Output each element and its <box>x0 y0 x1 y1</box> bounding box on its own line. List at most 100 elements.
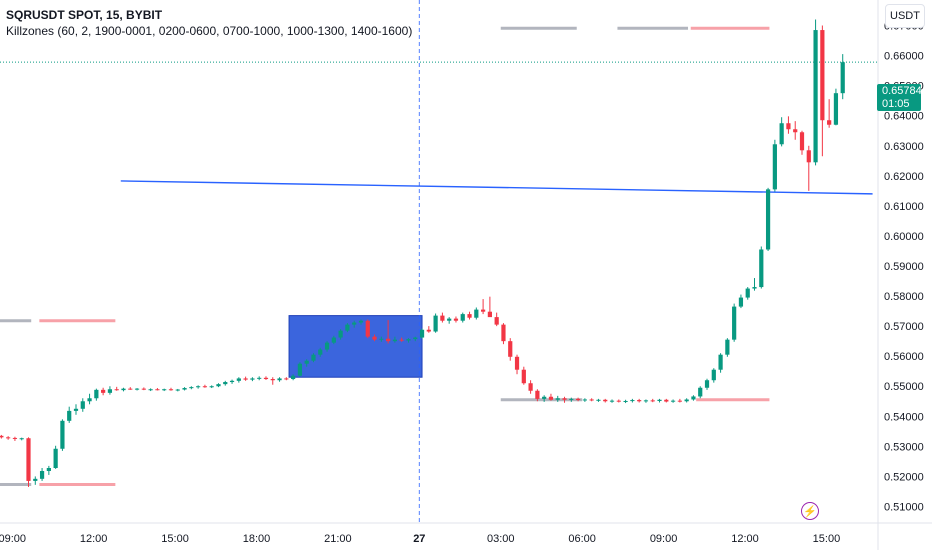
candle <box>698 386 703 399</box>
candle <box>134 388 140 391</box>
candle <box>745 287 750 300</box>
candle <box>53 445 58 469</box>
candle <box>664 398 669 403</box>
time-tick-label: 09:00 <box>0 533 26 545</box>
candle <box>623 399 628 404</box>
lightning-icon[interactable]: ⚡ <box>801 502 819 520</box>
candle-body <box>168 389 174 391</box>
candle <box>406 338 411 343</box>
trendline-segment <box>120 180 873 195</box>
candle <box>257 376 262 381</box>
candle-body <box>650 400 655 402</box>
candle-body <box>494 317 499 325</box>
currency-button[interactable]: USDT <box>885 4 925 28</box>
candle-body <box>114 389 119 391</box>
candle <box>419 328 425 339</box>
candle-body <box>189 387 194 389</box>
candle-body <box>521 369 526 384</box>
candle-body <box>799 132 805 151</box>
candle <box>60 419 65 451</box>
chart-legend: SQRUSDT SPOT, 15, BYBIT Killzones (60, 2… <box>6 7 412 39</box>
candle <box>386 320 391 344</box>
candle <box>0 434 4 439</box>
price-tick-label: 0.60000 <box>884 231 924 243</box>
candle <box>358 319 364 325</box>
candle-body <box>704 380 710 388</box>
candle <box>202 384 208 388</box>
candle <box>575 397 581 402</box>
candle <box>413 336 418 342</box>
candle-body <box>101 389 106 393</box>
candle-body <box>684 399 689 402</box>
candle-body <box>732 306 737 340</box>
candle <box>291 374 296 381</box>
trendline[interactable] <box>120 180 873 195</box>
candle-body <box>67 410 72 421</box>
candle-body <box>270 379 275 381</box>
highlight-box-rect <box>288 315 423 378</box>
candle-body <box>291 375 296 380</box>
candle-body <box>352 322 357 325</box>
symbol-title[interactable]: SQRUSDT SPOT, 15, BYBIT <box>6 8 163 22</box>
candle-body <box>440 315 445 321</box>
candle <box>718 353 723 373</box>
candle <box>46 465 51 475</box>
candle-body <box>664 399 669 402</box>
candle <box>752 278 757 291</box>
candle <box>711 368 716 383</box>
candle <box>616 399 621 403</box>
candle <box>569 397 574 402</box>
candle <box>609 399 615 403</box>
candle-body <box>691 396 696 400</box>
candle-body <box>501 324 506 342</box>
candle-body <box>447 318 452 321</box>
candle-body <box>121 388 126 391</box>
candle-body <box>372 336 377 340</box>
candle-body <box>555 398 560 400</box>
candle-body <box>718 354 723 370</box>
candle-body <box>738 297 744 307</box>
candle-body <box>772 144 777 190</box>
candle-body <box>87 398 92 402</box>
price-axis[interactable]: 0.670000.660000.650000.640000.630000.620… <box>877 0 924 550</box>
candle-body <box>39 471 45 479</box>
candle <box>426 326 431 333</box>
candle <box>827 99 832 128</box>
candle-body <box>175 389 180 391</box>
candle <box>107 386 113 395</box>
candle-body <box>725 339 730 355</box>
candle-body <box>467 314 472 318</box>
highlight-box[interactable] <box>288 315 423 378</box>
candle <box>589 398 594 402</box>
price-tick-label: 0.56000 <box>884 351 924 363</box>
candle-body <box>569 398 574 400</box>
candle <box>331 335 336 345</box>
candle-body <box>338 330 343 338</box>
candle-body <box>182 388 187 390</box>
candle <box>494 312 499 327</box>
candle-body <box>474 309 479 318</box>
candle <box>630 398 635 403</box>
time-tick-label: 12:00 <box>80 533 108 545</box>
candle-body <box>575 398 581 401</box>
candle <box>548 393 554 401</box>
candle-body <box>243 378 248 380</box>
candle-body <box>813 30 818 163</box>
candle <box>216 383 221 388</box>
time-axis[interactable]: 09:00 12:00 15:00 18:00 21:00 27 03:00 06:00 09:… <box>0 522 932 545</box>
candle-body <box>487 311 492 318</box>
candle-body <box>399 339 404 341</box>
candle <box>813 19 818 166</box>
candle-body <box>379 338 384 340</box>
candle-body <box>623 400 628 402</box>
indicator-title[interactable]: Killzones (60, 2, 1900-0001, 0200-0600, … <box>6 24 413 38</box>
candle-body <box>12 437 18 439</box>
price-tick-label: 0.54000 <box>884 411 924 423</box>
candle <box>799 130 805 155</box>
candle <box>467 311 472 320</box>
candle-body <box>508 341 513 357</box>
candle <box>73 404 79 415</box>
candle-body <box>107 389 113 393</box>
candle <box>236 377 241 383</box>
